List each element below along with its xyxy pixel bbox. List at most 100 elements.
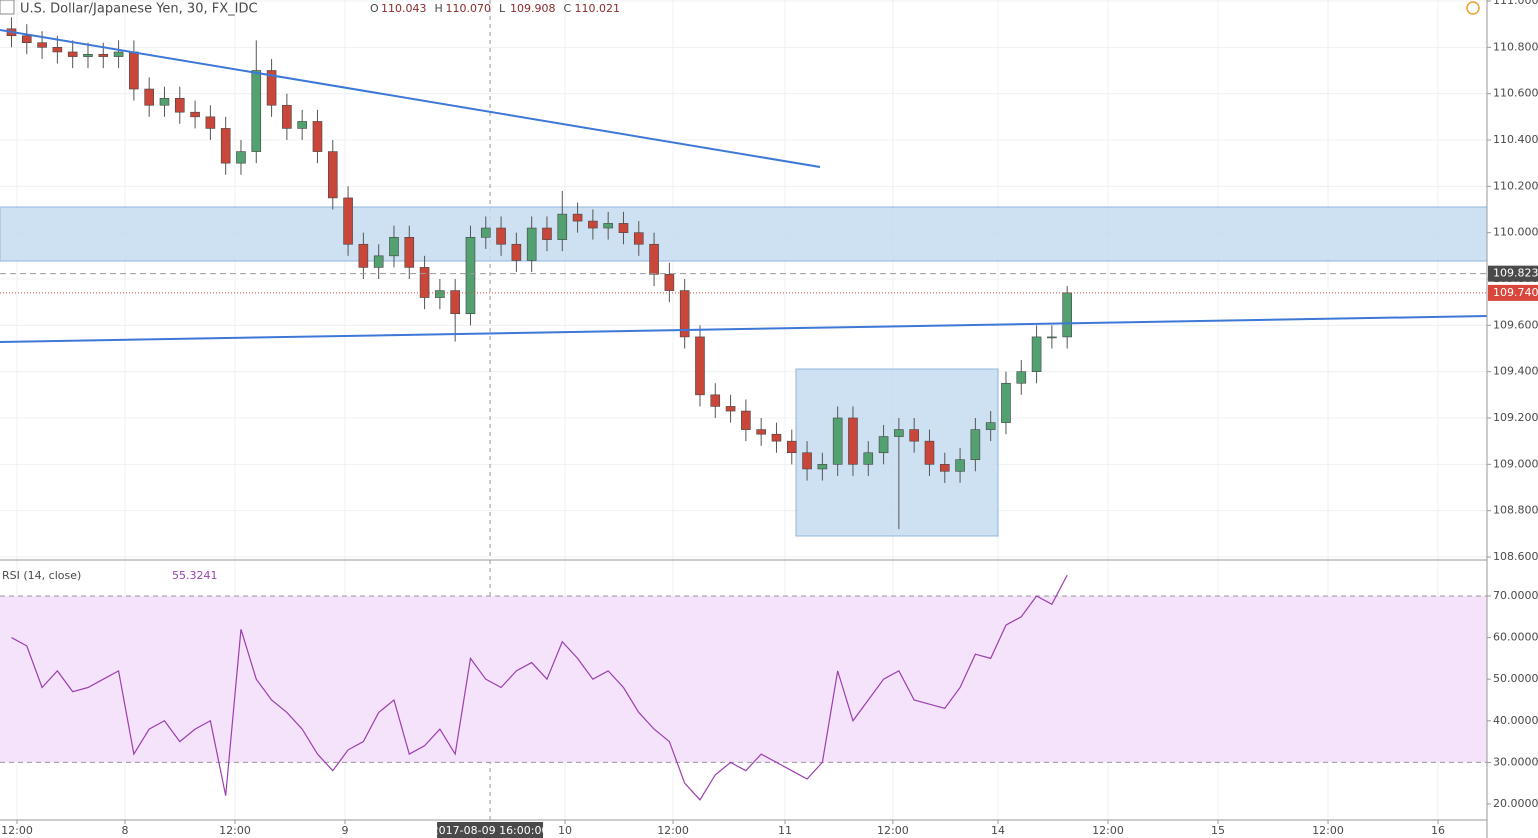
menu-icon[interactable] [0,0,15,15]
x-tick-label: 11 [778,824,792,837]
candle-body [679,290,690,338]
candle-body [236,151,246,164]
candle-body [542,227,552,240]
y-tick-label: 109.600 [1493,318,1538,331]
candle-body [435,290,445,298]
crosshair-label: 2017-08-09 16:00:00 [432,824,549,837]
candle-body [985,422,996,430]
y-tick-label: 60.0000 [1493,631,1538,644]
y-tick-label: 109.400 [1493,365,1538,378]
candle-body [894,429,904,437]
rsi-title: RSI (14, close) [2,569,81,582]
y-tick-label: 108.800 [1493,504,1538,517]
candle-body [419,267,430,298]
trend-line[interactable] [0,29,821,168]
rsi-value: 55.3241 [172,569,218,582]
ohlc-value: 110.043 [381,2,427,15]
trend-line[interactable] [0,315,1488,343]
candle-body [909,429,919,442]
crosshair-label-box [437,822,544,838]
x-tick-label: 15 [1211,824,1225,837]
candle-body [588,220,598,229]
candle-body [603,223,613,229]
candle-body [802,452,812,470]
y-tick-label: 111.000 [1493,0,1538,7]
candle-body [266,70,277,106]
candle-body [1062,292,1072,338]
candle-body [526,227,537,261]
candle-body [174,98,185,113]
candle-body [771,433,782,442]
alert-icon[interactable] [1466,1,1480,15]
y-tick-label: 110.600 [1493,87,1538,100]
price-label-box [1488,265,1538,282]
price-label: 109.740 [1493,286,1538,299]
candle-body [37,42,47,48]
candle-body [955,459,965,472]
y-tick-label: 70.0000 [1493,589,1538,602]
candle-body [480,227,491,238]
candle-body [649,243,659,275]
base-zone[interactable] [795,368,999,537]
candle-body [817,464,828,470]
candle-body [159,98,170,106]
candle-body [970,429,981,461]
candle-body [450,290,460,315]
candle-body [832,417,843,465]
candle-body [939,464,950,472]
y-tick-label: 108.600 [1493,550,1538,563]
candle-body [389,237,399,257]
y-tick-label: 109.000 [1493,457,1538,470]
x-tick-label: 12:00 [1,824,33,837]
candle-body [144,88,154,106]
ohlc-key: H [435,2,443,15]
candle-body [786,440,797,454]
candle-body [404,237,415,268]
candle-body [1047,336,1057,339]
y-tick-label: 40.0000 [1493,714,1538,727]
x-tick-label: 16 [1431,824,1445,837]
x-tick-label: 14 [991,824,1005,837]
candle-body [572,213,583,222]
candle-body [327,151,338,199]
ohlc-value: 109.908 [510,2,556,15]
x-tick-label: 12:00 [1312,824,1344,837]
x-tick-label: 10 [558,824,572,837]
y-tick-label: 30.0000 [1493,755,1538,768]
candle-body [83,53,93,57]
resistance-zone[interactable] [0,206,1488,262]
candle-body [190,111,200,118]
rsi-line [11,574,1068,801]
candle-body [1016,371,1027,384]
candle-body [358,243,369,268]
candle-body [756,429,766,435]
ohlc-key: L [499,2,506,15]
candle-body [924,440,935,465]
x-tick-label: 12:00 [1092,824,1124,837]
candle-body [21,35,32,43]
y-tick-label: 110.800 [1493,40,1538,53]
ohlc-value: 110.070 [446,2,492,15]
candle-body [848,417,858,465]
x-tick-label: 12:00 [219,824,251,837]
candle-body [98,53,109,57]
candle-body [220,128,231,164]
x-tick-label: 12:00 [657,824,689,837]
y-tick-label: 109.200 [1493,411,1538,424]
candle-body [297,121,307,129]
y-tick-label: 110.400 [1493,133,1538,146]
rsi-band [0,595,1487,763]
candle-body [511,243,522,261]
candle-body [695,336,705,396]
candle-body [741,410,751,430]
y-tick-label: 110.000 [1493,226,1538,239]
x-tick-label: 8 [122,824,129,837]
candle-body [67,51,78,57]
price-label-box [1488,284,1538,301]
x-tick-label: 9 [342,824,349,837]
ohlc-key: O [370,2,379,15]
candle-body [113,51,124,57]
candle-body [710,394,721,407]
y-tick-label: 110.200 [1493,179,1538,192]
